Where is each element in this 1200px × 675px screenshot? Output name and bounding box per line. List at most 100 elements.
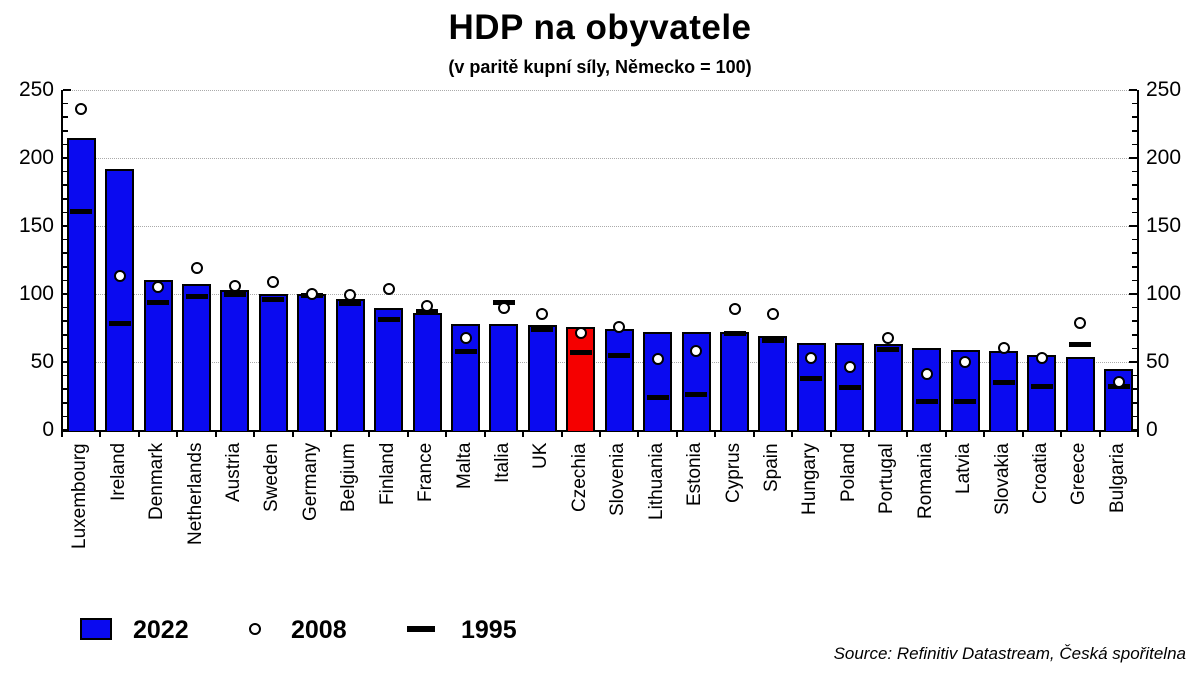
bar-netherlands <box>182 284 211 431</box>
y-tick-left-110 <box>63 279 68 282</box>
marker-1995-greece <box>1069 341 1092 347</box>
x-label-bulgaria: Bulgaria <box>1106 443 1128 513</box>
bar-croatia <box>1027 355 1057 431</box>
bar-lithuania <box>643 332 673 431</box>
x-label-denmark: Denmark <box>146 442 168 520</box>
y-tick-right-110 <box>1132 279 1137 282</box>
bar-slovakia <box>989 351 1018 431</box>
y-tick-right-70 <box>1132 334 1137 336</box>
x-label-estonia: Estonia <box>684 442 706 506</box>
y-tick-left-80 <box>63 320 68 322</box>
marker-1995-lithuania <box>646 394 669 400</box>
x-label-ireland: Ireland <box>107 442 129 501</box>
legend-label-2022: 2022 <box>133 616 189 644</box>
x-tick-0 <box>61 432 63 437</box>
marker-1995-spain <box>761 337 784 343</box>
x-tick-15 <box>637 432 640 437</box>
bar-hungary <box>796 342 826 431</box>
gridline-200 <box>63 158 1137 159</box>
marker-2008-hungary <box>805 351 818 364</box>
y-tick-label-left-100: 100 <box>18 282 54 305</box>
y-tick-left-140 <box>63 238 68 241</box>
x-label-luxembourg: Luxembourg <box>69 443 91 549</box>
source-credit: Source: Refinitiv Datastream, Česká spoř… <box>833 644 1186 663</box>
x-label-lithuania: Lithuania <box>645 442 667 520</box>
y-tick-left-220 <box>63 130 68 132</box>
marker-2008-czechia <box>574 327 587 340</box>
marker-1995-slovenia <box>608 352 631 358</box>
marker-1995-romania <box>915 398 938 404</box>
x-tick-7 <box>330 432 332 437</box>
marker-2008-cyprus <box>728 302 741 315</box>
x-label-poland: Poland <box>837 442 859 502</box>
marker-2008-malta <box>459 331 472 344</box>
x-label-latvia: Latvia <box>953 443 975 494</box>
bar-cyprus <box>720 332 749 431</box>
y-axis-left <box>61 90 63 432</box>
bar-romania <box>912 348 942 431</box>
y-tick-left-60 <box>63 347 68 350</box>
x-label-hungary: Hungary <box>799 443 821 515</box>
marker-2008-spain <box>766 308 779 321</box>
marker-1995-hungary <box>800 375 823 381</box>
y-tick-left-40 <box>63 374 68 377</box>
marker-2008-slovakia <box>997 342 1010 355</box>
gridline-100 <box>63 294 1137 295</box>
x-label-netherlands: Netherlands <box>184 442 206 545</box>
y-tick-right-30 <box>1132 388 1137 390</box>
y-tick-label-right-250: 250 <box>1146 78 1182 101</box>
x-tick-23 <box>944 432 947 437</box>
x-label-croatia: Croatia <box>1029 442 1051 504</box>
y-tick-left-30 <box>63 388 68 390</box>
y-tick-left-10 <box>63 415 68 418</box>
y-tick-right-250 <box>1129 89 1137 91</box>
bar-austria <box>220 289 250 431</box>
marker-1995-ireland <box>108 321 131 327</box>
marker-2008-lithuania <box>651 353 664 366</box>
legend-label-1995: 1995 <box>461 616 517 644</box>
y-tick-right-140 <box>1132 238 1137 241</box>
x-tick-19 <box>791 432 794 437</box>
y-tick-left-250 <box>63 89 71 91</box>
marker-1995-slovakia <box>992 379 1015 385</box>
marker-1995-finland <box>377 317 400 323</box>
y-tick-right-50 <box>1129 361 1137 363</box>
bar-portugal <box>873 344 903 431</box>
y-tick-left-90 <box>63 306 68 309</box>
marker-2008-austria <box>228 279 241 292</box>
x-label-greece: Greece <box>1068 442 1090 505</box>
x-tick-18 <box>752 432 755 437</box>
marker-1995-malta <box>454 348 477 354</box>
marker-2008-luxembourg <box>75 103 88 116</box>
x-label-spain: Spain <box>760 443 782 492</box>
chart-subtitle: (v paritě kupní síly, Německo = 100) <box>448 57 752 77</box>
marker-1995-portugal <box>877 347 900 353</box>
x-tick-5 <box>253 432 256 437</box>
marker-1995-cyprus <box>723 330 746 336</box>
marker-1995-uk <box>531 326 554 332</box>
marker-1995-belgium <box>339 301 362 307</box>
y-tick-label-right-100: 100 <box>1146 282 1182 305</box>
marker-1995-estonia <box>685 392 708 398</box>
bar-finland <box>374 307 404 431</box>
y-tick-right-130 <box>1132 252 1137 254</box>
x-tick-22 <box>906 432 909 437</box>
x-label-germany: Germany <box>299 442 321 521</box>
x-label-uk: UK <box>530 442 552 469</box>
bar-czechia <box>566 326 596 431</box>
x-tick-27 <box>1098 432 1101 437</box>
marker-2008-greece <box>1074 316 1087 329</box>
y-tick-right-60 <box>1132 347 1137 350</box>
x-axis <box>61 430 1139 432</box>
y-tick-right-90 <box>1132 306 1137 309</box>
y-tick-right-240 <box>1132 102 1137 105</box>
marker-2008-romania <box>920 368 933 381</box>
marker-2008-italia <box>497 301 510 314</box>
x-tick-16 <box>675 432 678 437</box>
x-tick-3 <box>176 432 179 437</box>
x-tick-20 <box>829 432 832 437</box>
x-label-cyprus: Cyprus <box>722 442 744 503</box>
y-tick-label-right-200: 200 <box>1146 146 1182 169</box>
y-tick-left-230 <box>63 116 68 118</box>
gridline-50 <box>63 362 1137 363</box>
